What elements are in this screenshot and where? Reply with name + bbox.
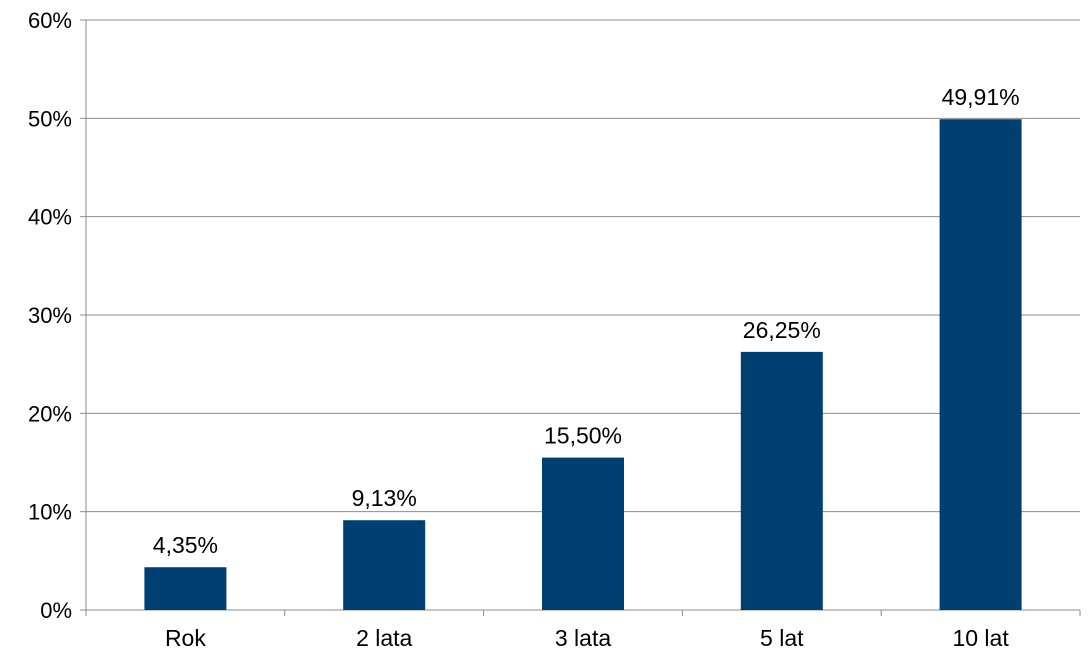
x-category-label: 2 lata: [356, 625, 412, 651]
bar-data-label: 26,25%: [743, 317, 821, 343]
bar: [939, 119, 1022, 611]
y-tick-label: 40%: [28, 205, 72, 230]
x-category-label: 5 lat: [760, 625, 804, 651]
gridlines: [86, 19, 1080, 513]
x-axis-category-labels: Rok 2 lata 3 lata 5 lat 10 lat: [165, 625, 1009, 651]
y-tick-label: 0%: [40, 598, 72, 623]
bar: [343, 520, 426, 610]
y-tick-label: 50%: [28, 106, 72, 131]
bar: [542, 457, 624, 610]
y-tick-label: 30%: [28, 303, 72, 328]
bar-data-label: 49,91%: [942, 84, 1020, 110]
y-tick-label: 10%: [28, 500, 72, 525]
bar: [144, 567, 227, 610]
x-category-label: 3 lata: [555, 625, 611, 651]
bar-data-label: 15,50%: [544, 423, 622, 449]
bar-data-label: 4,35%: [153, 532, 218, 558]
data-labels: 4,35% 9,13% 15,50% 26,25% 49,91%: [153, 84, 1020, 558]
x-category-label: Rok: [165, 625, 206, 651]
bars: [144, 119, 1022, 611]
bar-data-label: 9,13%: [352, 485, 417, 511]
x-category-label: 10 lat: [952, 625, 1009, 651]
y-axis-tick-labels: 0% 10% 20% 30% 40% 50% 60%: [28, 8, 72, 623]
bar: [740, 351, 823, 610]
y-tick-label: 60%: [28, 8, 72, 33]
y-tick-label: 20%: [28, 401, 72, 426]
